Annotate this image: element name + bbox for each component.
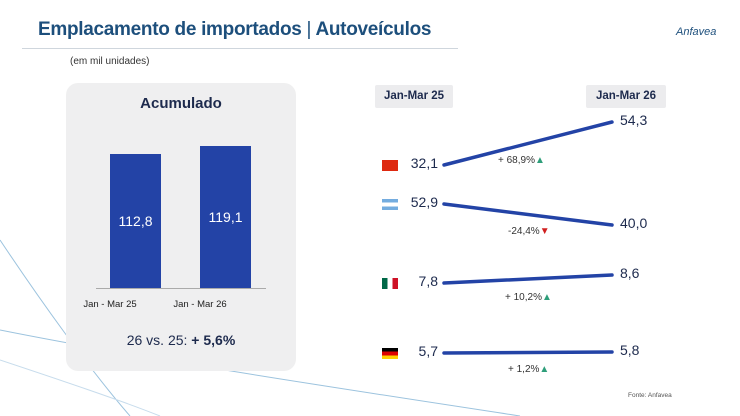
- mx-flag-icon: [382, 278, 398, 289]
- change-value: + 1,2%: [508, 364, 540, 375]
- up-arrow-icon: ▲: [539, 364, 550, 375]
- change-value: -24,4%: [508, 226, 540, 237]
- start-value: 32,1: [410, 155, 438, 171]
- up-arrow-icon: ▲: [541, 292, 552, 303]
- slope-line-alemanha: [442, 350, 614, 355]
- accumulated-panel: Acumulado 112,8 119,1 Jan - Mar 25 Jan - …: [66, 83, 296, 371]
- end-value: 54,3: [620, 112, 648, 128]
- bar: 112,8: [110, 154, 161, 288]
- panel-title: Acumulado: [140, 95, 222, 112]
- de-flag-icon: [382, 348, 398, 359]
- bar-x-label: Jan - Mar 26: [173, 299, 227, 310]
- start-value: 52,9: [410, 194, 438, 210]
- slope-line-argentina: [442, 202, 614, 227]
- change-label: + 10,2%▲: [505, 292, 552, 303]
- source-note: Fonte: Anfavea: [628, 392, 672, 399]
- change-label: + 68,9%▲: [498, 155, 545, 166]
- page-title: Emplacamento de importados | Autoveículo…: [38, 19, 432, 40]
- slope-line-china: [442, 120, 614, 167]
- ar-flag-icon: [382, 199, 398, 210]
- end-value: 8,6: [620, 265, 640, 281]
- unit-note: (em mil unidades): [70, 56, 150, 67]
- change-label: + 1,2%▲: [508, 364, 549, 375]
- bar-axis: [96, 288, 266, 289]
- period-header-2026: Jan-Mar 26: [586, 85, 666, 108]
- bar-value-label: 119,1: [208, 209, 243, 226]
- end-value: 5,8: [620, 342, 640, 358]
- slope-line-méxico: [442, 273, 614, 285]
- up-arrow-icon: ▲: [534, 155, 545, 166]
- change-value: + 10,2%: [505, 292, 542, 303]
- period-header-2025: Jan-Mar 25: [375, 85, 453, 108]
- down-arrow-icon: ▼: [539, 226, 550, 237]
- change-value: + 68,9%: [498, 155, 535, 166]
- anfavea-logo: Anfavea: [676, 26, 717, 38]
- bar: 119,1: [200, 146, 251, 288]
- start-value: 5,7: [418, 343, 438, 359]
- title-divider: [22, 48, 458, 49]
- end-value: 40,0: [620, 215, 648, 231]
- change-label: -24,4%▼: [508, 226, 550, 237]
- comparison-text: 26 vs. 25: + 5,6%: [126, 332, 236, 348]
- start-value: 7,8: [418, 273, 438, 289]
- cn-flag-icon: [382, 160, 398, 171]
- bar-x-label: Jan - Mar 25: [83, 299, 137, 310]
- bar-value-label: 112,8: [118, 213, 153, 230]
